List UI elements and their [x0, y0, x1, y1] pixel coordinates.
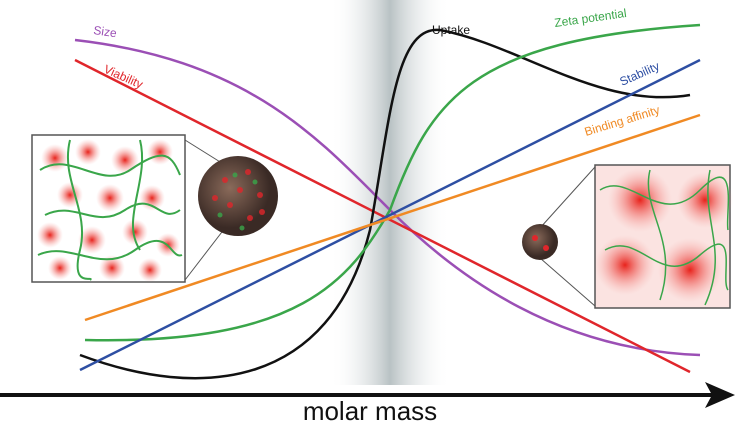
- right-inset: [522, 165, 733, 308]
- curve-label: Binding affinity: [583, 103, 662, 139]
- diagram: Size Viability Uptake Zeta potential Stabili…: [0, 0, 740, 430]
- axis-label: molar mass: [303, 396, 437, 426]
- curve-label: Uptake: [432, 23, 470, 37]
- curve-label: Size: [93, 23, 118, 40]
- curve-label: Viability: [102, 62, 145, 92]
- transition-band: [330, 0, 450, 385]
- curve-label: Stability: [618, 59, 662, 89]
- left-inset: [32, 135, 278, 282]
- curve-label: Zeta potential: [553, 6, 627, 30]
